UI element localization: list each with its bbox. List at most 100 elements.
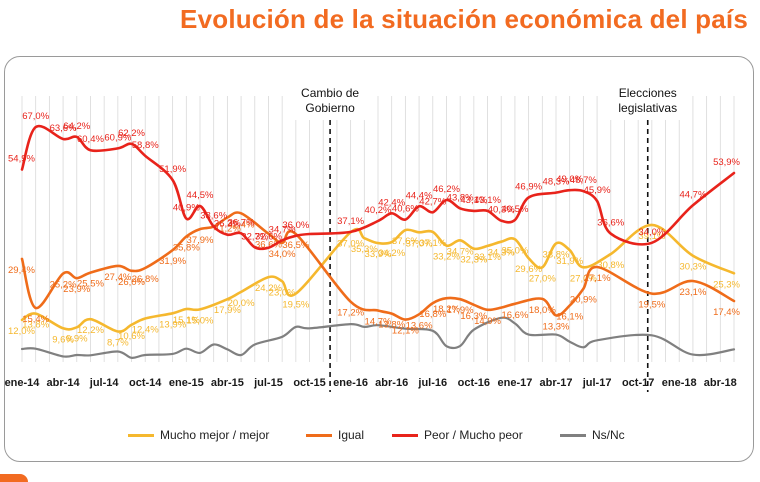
data-label: 23,1% <box>679 287 706 298</box>
x-axis-ticks: ene-14 abr-14 jul-14 oct-14 ene-15 abr-15 jul-… <box>5 377 737 389</box>
data-label: 12,1% <box>392 326 419 337</box>
data-label: 26,0% <box>118 277 145 288</box>
data-label: 35,0% <box>501 245 528 256</box>
data-label: 37,9% <box>187 235 214 246</box>
data-label: 29,4% <box>8 265 35 276</box>
data-label: 27,4% <box>104 272 131 283</box>
series-line-mejor <box>20 223 736 333</box>
data-label: 44,4% <box>406 190 433 201</box>
x-tick-label: abr-15 <box>211 377 244 389</box>
data-label: 17,9% <box>214 305 241 316</box>
series-line-peor <box>20 124 736 251</box>
x-tick-label: abr-16 <box>375 377 408 389</box>
data-label: 20,9% <box>570 295 597 306</box>
data-label: 17,4% <box>713 307 740 318</box>
data-label: 36,6% <box>597 218 624 229</box>
x-tick-label: oct-14 <box>129 377 162 389</box>
data-label: 12,2% <box>77 325 104 336</box>
data-label: 13,3% <box>543 321 570 332</box>
data-label: 34,7% <box>269 224 296 235</box>
chart-panel <box>4 56 754 462</box>
data-label: 15,0% <box>187 315 214 326</box>
series-nsnc <box>20 316 736 359</box>
data-label: 9,6% <box>52 334 74 345</box>
data-label: 30,3% <box>679 262 706 273</box>
data-label: 43,1% <box>474 195 501 206</box>
data-label: 13,9% <box>159 319 186 330</box>
data-label: 25,5% <box>77 279 104 290</box>
legend-label-nsnc: Ns/Nc <box>592 428 625 442</box>
data-label: 36,3% <box>214 219 241 230</box>
x-tick-label: ene-15 <box>169 377 204 389</box>
x-tick-label: jul-16 <box>417 377 447 389</box>
data-label: 34,0% <box>638 227 665 238</box>
data-label: 16,8% <box>419 309 446 320</box>
data-label: 58,8% <box>132 140 159 151</box>
data-label: 40,5% <box>501 204 528 215</box>
data-label: 17,2% <box>337 308 364 319</box>
data-label: 42,7% <box>419 196 446 207</box>
data-label: 32,6% <box>255 232 282 243</box>
x-tick-label: jul-14 <box>89 377 120 389</box>
legend-swatch-igual <box>306 433 332 437</box>
data-labels-igual: 29,4% 15,4% 25,2%23,9%25,5%27,4%26,0%26,8%… <box>8 219 741 336</box>
data-label: 14,9% <box>474 316 501 327</box>
data-label: 38,6% <box>200 211 227 222</box>
data-label: 20,0% <box>228 298 255 309</box>
data-label: 37,1% <box>337 216 364 227</box>
data-label: 29,6% <box>515 264 542 275</box>
data-label: 32,3% <box>460 255 487 266</box>
data-label: 27,0% <box>570 273 597 284</box>
brand-corner-mark <box>0 474 28 482</box>
x-tick-label: abr-14 <box>47 377 81 389</box>
annotation-box <box>290 82 371 120</box>
legend-item-peor: Peor / Mucho peor <box>392 428 523 442</box>
data-label: 33,1% <box>474 252 501 263</box>
data-label: 63,6% <box>50 123 77 134</box>
data-label: 19,5% <box>638 300 665 311</box>
data-label: 16,6% <box>501 310 528 321</box>
data-label: 32,7% <box>241 231 268 242</box>
data-label: 12,0% <box>8 326 35 337</box>
x-tick-label: oct-16 <box>458 377 490 389</box>
data-label: 15,1% <box>173 315 200 326</box>
data-label: 10,6% <box>118 331 145 342</box>
series-peor: 54,9% 67,0%63,6%64,2% 60,4% 60,9%62,2%58,8%… <box>8 111 741 251</box>
data-label: 43,8% <box>447 192 474 203</box>
x-tick-label: oct-17 <box>622 377 654 389</box>
data-label: 64,2% <box>63 121 90 132</box>
series-line-nsnc <box>20 316 736 359</box>
legend-label-igual: Igual <box>338 428 365 442</box>
data-label: 33,9% <box>365 249 392 260</box>
data-label: 25,2% <box>50 280 77 291</box>
data-label: 33,8% <box>543 249 570 260</box>
data-label: 36,0% <box>282 220 309 231</box>
data-label: 67,0% <box>22 111 49 122</box>
data-label: 12,4% <box>132 325 159 336</box>
data-label: 40,2% <box>365 205 392 216</box>
x-tick-label: ene-18 <box>662 377 697 389</box>
data-label: 13,8% <box>22 320 49 331</box>
data-label: 34,2% <box>378 248 405 259</box>
data-label: 33,2% <box>433 252 460 263</box>
data-label: 48,3% <box>543 177 570 188</box>
data-label: 34,3% <box>488 248 515 259</box>
data-label: 53,9% <box>713 157 740 168</box>
data-label: 40,3% <box>488 205 515 216</box>
data-label: 24,2% <box>255 283 282 294</box>
data-label: 18,0% <box>529 305 556 316</box>
annotation-label: Cambio de <box>301 86 359 100</box>
data-label: 19,5% <box>282 300 309 311</box>
data-labels-peor: 54,9% 67,0%63,6%64,2% 60,4% 60,9%62,2%58,8%… <box>8 111 741 243</box>
data-label: 25,3% <box>713 279 740 290</box>
legend-label-peor: Peor / Mucho peor <box>424 428 523 442</box>
data-label: 37,0% <box>406 238 433 249</box>
legend-item-mejor: Mucho mejor / mejor <box>128 428 269 442</box>
x-tick-label: ene-17 <box>497 377 532 389</box>
data-label: 8,7% <box>107 337 129 348</box>
data-label: 37,0% <box>337 238 364 249</box>
data-label: 48,7% <box>570 175 597 186</box>
data-label: 36,6% <box>255 240 282 251</box>
series-igual: 29,4% 15,4% 25,2%23,9%25,5%27,4%26,0%26,8%… <box>8 211 741 337</box>
